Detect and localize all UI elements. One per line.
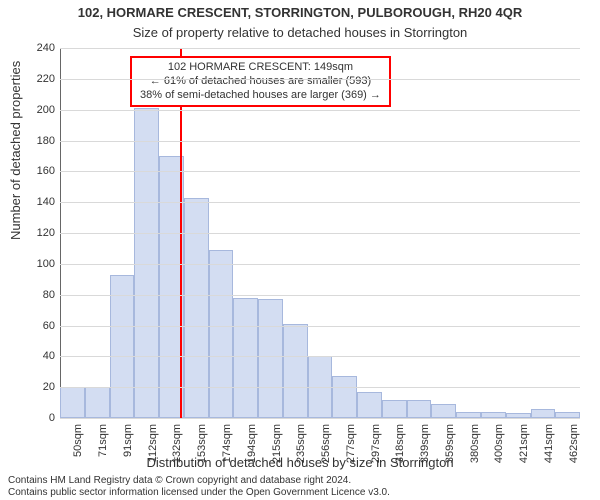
grid-line bbox=[60, 202, 580, 203]
bar bbox=[382, 400, 407, 419]
grid-line bbox=[60, 110, 580, 111]
grid-line bbox=[60, 295, 580, 296]
grid-line bbox=[60, 48, 580, 49]
y-tick-label: 160 bbox=[25, 165, 55, 177]
y-tick-label: 120 bbox=[25, 227, 55, 239]
y-tick-label: 220 bbox=[25, 73, 55, 85]
y-tick-label: 80 bbox=[25, 289, 55, 301]
footer-line-1: Contains HM Land Registry data © Crown c… bbox=[8, 475, 390, 487]
grid-line bbox=[60, 264, 580, 265]
grid-line bbox=[60, 141, 580, 142]
bar bbox=[184, 198, 209, 418]
y-tick-label: 40 bbox=[25, 350, 55, 362]
y-tick-label: 200 bbox=[25, 104, 55, 116]
y-tick-label: 180 bbox=[25, 135, 55, 147]
grid-line bbox=[60, 79, 580, 80]
annotation-line-2: ← 61% of detached houses are smaller (59… bbox=[140, 75, 381, 89]
bar bbox=[531, 409, 556, 418]
y-tick-label: 240 bbox=[25, 42, 55, 54]
page-title: 102, HORMARE CRESCENT, STORRINGTON, PULB… bbox=[0, 5, 600, 20]
chart-plot-area: 50sqm71sqm91sqm112sqm132sqm153sqm174sqm1… bbox=[60, 48, 580, 418]
y-tick-label: 60 bbox=[25, 320, 55, 332]
x-axis-label: Distribution of detached houses by size … bbox=[0, 455, 600, 470]
bar bbox=[110, 275, 135, 418]
y-tick-label: 20 bbox=[25, 381, 55, 393]
grid-line bbox=[60, 418, 580, 419]
annotation-line-3: 38% of semi-detached houses are larger (… bbox=[140, 89, 381, 103]
y-tick-label: 140 bbox=[25, 196, 55, 208]
grid-line bbox=[60, 171, 580, 172]
grid-line bbox=[60, 387, 580, 388]
x-tick-label: 71sqm bbox=[97, 424, 109, 457]
bar bbox=[233, 298, 258, 418]
bar bbox=[209, 250, 234, 418]
grid-line bbox=[60, 233, 580, 234]
grid-line bbox=[60, 356, 580, 357]
y-tick-label: 0 bbox=[25, 412, 55, 424]
y-tick-label: 100 bbox=[25, 258, 55, 270]
footer: Contains HM Land Registry data © Crown c… bbox=[8, 475, 390, 498]
bar bbox=[407, 400, 432, 419]
footer-line-2: Contains public sector information licen… bbox=[8, 487, 390, 499]
bar bbox=[332, 376, 357, 418]
bar bbox=[431, 404, 456, 418]
annotation-line-1: 102 HORMARE CRESCENT: 149sqm bbox=[140, 61, 381, 75]
bar bbox=[283, 324, 308, 418]
x-tick-label: 50sqm bbox=[72, 424, 84, 457]
chart-subtitle: Size of property relative to detached ho… bbox=[0, 25, 600, 40]
bar bbox=[85, 387, 110, 418]
bar bbox=[357, 392, 382, 418]
grid-line bbox=[60, 326, 580, 327]
x-tick-label: 91sqm bbox=[122, 424, 134, 457]
y-axis-label: Number of detached properties bbox=[8, 61, 23, 240]
bar bbox=[258, 299, 283, 418]
annotation-box: 102 HORMARE CRESCENT: 149sqm ← 61% of de… bbox=[130, 56, 391, 107]
bar bbox=[60, 387, 85, 418]
